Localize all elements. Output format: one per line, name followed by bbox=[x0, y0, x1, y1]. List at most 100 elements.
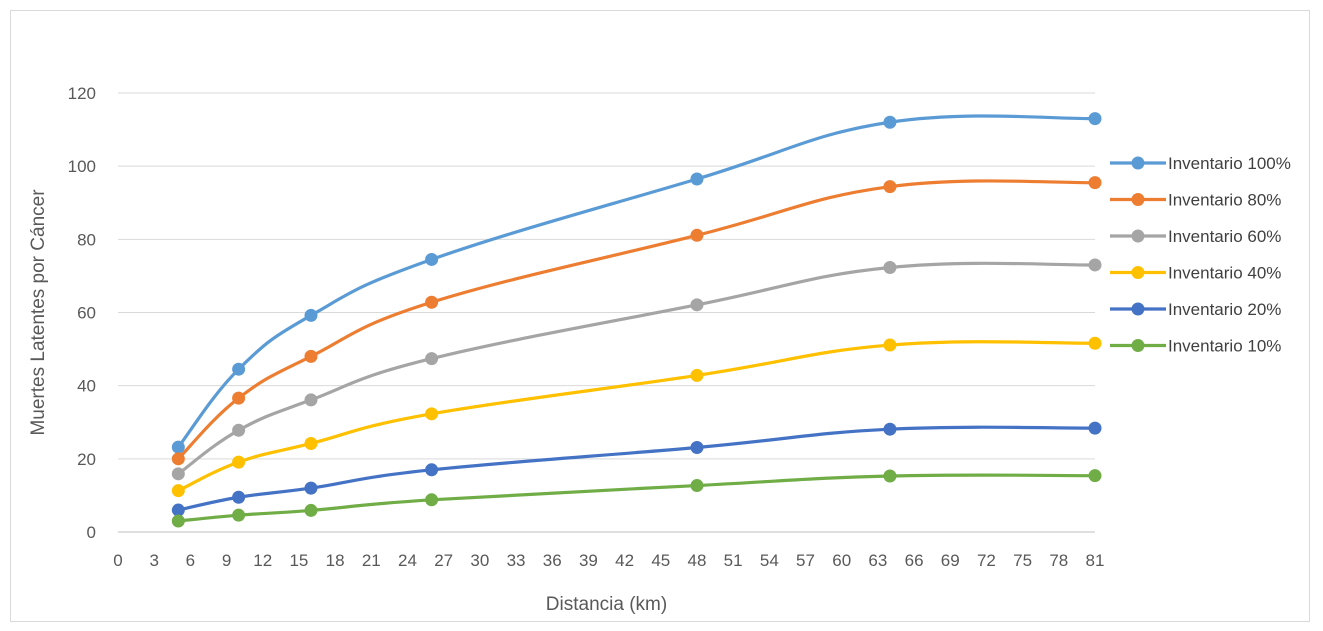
x-tick-label: 33 bbox=[507, 551, 526, 570]
data-point bbox=[883, 261, 897, 275]
y-axis-title: Muertes Latentes por Cáncer bbox=[28, 189, 49, 436]
y-tick-label: 20 bbox=[77, 450, 96, 469]
legend-swatch-marker bbox=[1131, 156, 1145, 170]
y-tick-label: 100 bbox=[68, 157, 96, 176]
data-point bbox=[883, 180, 897, 194]
x-tick-label: 66 bbox=[905, 551, 924, 570]
data-point bbox=[1088, 336, 1102, 350]
x-tick-label: 81 bbox=[1086, 551, 1105, 570]
data-point bbox=[425, 295, 439, 309]
gridlines bbox=[118, 92, 1095, 533]
data-point bbox=[690, 479, 704, 493]
x-tick-label: 18 bbox=[326, 551, 345, 570]
x-tick-label: 9 bbox=[222, 551, 231, 570]
legend-label: Inventario 80% bbox=[1168, 191, 1281, 210]
series-line bbox=[176, 114, 1097, 449]
series-line bbox=[176, 261, 1097, 476]
data-point bbox=[1088, 421, 1102, 435]
x-tick-label: 6 bbox=[186, 551, 195, 570]
data-point bbox=[425, 493, 439, 507]
data-point bbox=[232, 423, 246, 437]
x-tick-label: 51 bbox=[724, 551, 743, 570]
data-point bbox=[232, 455, 246, 469]
x-tick-label: 48 bbox=[688, 551, 707, 570]
data-point bbox=[690, 228, 704, 242]
x-tick-label: 69 bbox=[941, 551, 960, 570]
y-tick-label: 120 bbox=[68, 84, 96, 103]
data-point bbox=[171, 503, 185, 517]
data-point bbox=[304, 481, 318, 495]
legend-swatch-marker bbox=[1131, 229, 1145, 243]
x-tick-label: 45 bbox=[651, 551, 670, 570]
data-point bbox=[171, 514, 185, 528]
data-point bbox=[171, 484, 185, 498]
y-tick-label: 0 bbox=[87, 523, 96, 542]
data-point bbox=[304, 436, 318, 450]
data-point bbox=[232, 508, 246, 522]
legend-swatch-marker bbox=[1131, 266, 1145, 279]
data-point bbox=[304, 349, 318, 363]
legend-swatch-marker bbox=[1131, 302, 1145, 316]
legend-label: Inventario 60% bbox=[1168, 227, 1281, 246]
x-tick-label: 15 bbox=[289, 551, 308, 570]
data-point bbox=[425, 352, 439, 366]
data-point bbox=[690, 440, 704, 454]
series-line bbox=[176, 425, 1097, 512]
x-tick-label: 36 bbox=[543, 551, 562, 570]
legend-swatch-marker bbox=[1131, 339, 1145, 352]
data-point bbox=[304, 308, 318, 322]
chart-frame bbox=[10, 10, 1310, 622]
data-point bbox=[171, 452, 185, 466]
data-point bbox=[304, 503, 318, 517]
y-tick-label: 60 bbox=[77, 304, 96, 323]
x-tick-label: 3 bbox=[149, 551, 158, 570]
data-point bbox=[883, 422, 897, 436]
data-point bbox=[1088, 469, 1102, 483]
data-point bbox=[171, 440, 185, 454]
legend: Inventario 100% Inventario 80% Inventario … bbox=[1110, 154, 1291, 356]
legend-label: Inventario 10% bbox=[1168, 337, 1281, 356]
x-axis-title: Distancia (km) bbox=[546, 594, 667, 615]
data-point bbox=[171, 467, 185, 481]
data-point bbox=[883, 338, 897, 352]
x-tick-label: 30 bbox=[470, 551, 489, 570]
data-point bbox=[232, 391, 246, 405]
y-tick-label: 80 bbox=[77, 230, 96, 249]
data-point bbox=[232, 490, 246, 504]
data-point bbox=[1088, 258, 1102, 272]
series-line bbox=[176, 473, 1097, 523]
data-point bbox=[232, 362, 246, 376]
legend-label: Inventario 40% bbox=[1168, 264, 1281, 283]
series-line bbox=[176, 340, 1097, 493]
x-tick-label: 27 bbox=[434, 551, 453, 570]
legend-label: Inventario 20% bbox=[1168, 300, 1281, 319]
x-tick-label: 12 bbox=[253, 551, 272, 570]
x-tick-label: 39 bbox=[579, 551, 598, 570]
x-tick-label: 63 bbox=[868, 551, 887, 570]
data-point bbox=[690, 298, 704, 312]
x-tick-label: 42 bbox=[615, 551, 634, 570]
data-point bbox=[425, 463, 439, 477]
y-tick-label: 40 bbox=[77, 377, 96, 396]
series-points bbox=[171, 112, 1102, 528]
data-point bbox=[690, 368, 704, 382]
data-point bbox=[1088, 112, 1102, 126]
data-point bbox=[1088, 176, 1102, 190]
x-tick-label: 54 bbox=[760, 551, 779, 570]
x-tick-label: 60 bbox=[832, 551, 851, 570]
series-line bbox=[176, 179, 1097, 461]
data-point bbox=[425, 407, 439, 421]
data-point bbox=[425, 252, 439, 266]
legend-label: Inventario 100% bbox=[1168, 154, 1291, 173]
x-tick-label: 75 bbox=[1013, 551, 1032, 570]
data-point bbox=[690, 172, 704, 186]
x-tick-label: 0 bbox=[113, 551, 122, 570]
data-point bbox=[883, 469, 897, 483]
x-tick-label: 24 bbox=[398, 551, 417, 570]
x-tick-label: 57 bbox=[796, 551, 815, 570]
legend-swatch-marker bbox=[1131, 193, 1145, 206]
x-tick-label: 72 bbox=[977, 551, 996, 570]
x-tick-label: 21 bbox=[362, 551, 381, 570]
